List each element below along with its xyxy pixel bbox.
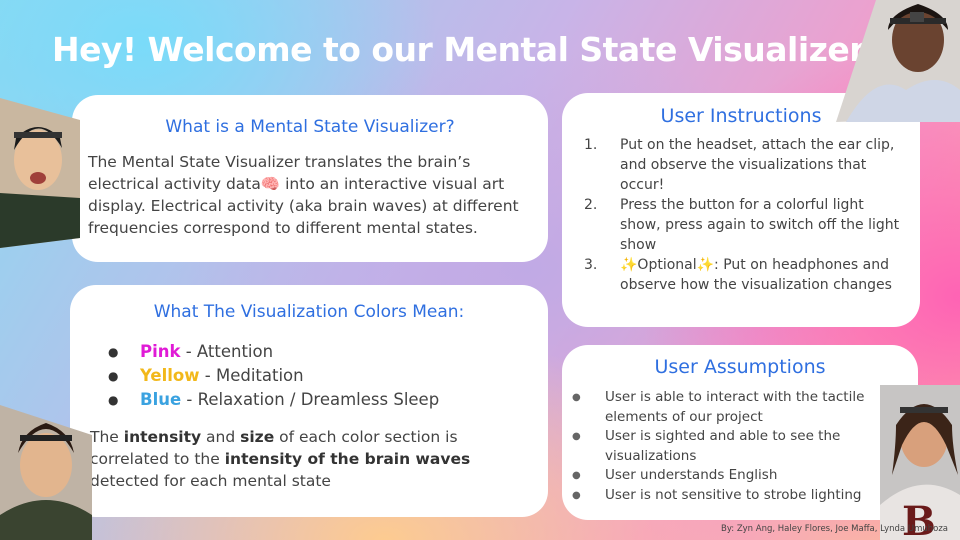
- color-keyword: Yellow: [140, 366, 200, 385]
- desc-bold: intensity of the brain waves: [224, 450, 471, 468]
- desc-text: and: [201, 428, 241, 446]
- assumptions-list: User is able to interact with the tactil…: [562, 388, 918, 505]
- colors-description: The intensity and size of each color sec…: [90, 426, 532, 492]
- color-item-pink: Pink - Attention: [108, 340, 548, 364]
- what-is-body: The Mental State Visualizer translates t…: [88, 153, 519, 237]
- desc-text: detected for each mental state: [90, 472, 331, 490]
- color-meaning: - Attention: [180, 342, 274, 361]
- color-meaning: - Meditation: [199, 366, 304, 385]
- desc-bold: intensity: [123, 428, 202, 446]
- colors-heading: What The Visualization Colors Mean:: [153, 302, 465, 322]
- instruction-number: 3.: [584, 257, 598, 273]
- instruction-item: 2. Press the button for a colorful light …: [562, 195, 920, 255]
- instruction-text: Press the button for a colorful light sh…: [620, 197, 900, 253]
- credits: By: Zyn Ang, Haley Flores, Joe Maffa, Ly…: [721, 524, 948, 534]
- what-is-card: What is a Mental State Visualizer? The M…: [72, 95, 548, 262]
- instruction-text: Put on the headset, attach the ear clip,…: [620, 137, 895, 193]
- assumption-item: User is not sensitive to strobe lighting: [562, 486, 918, 506]
- person-photo-topleft: [0, 98, 80, 248]
- instruction-number: 2.: [584, 197, 598, 213]
- colors-list: Pink - Attention Yellow - Meditation Blu…: [70, 340, 548, 412]
- desc-bold: size: [240, 428, 275, 446]
- person-photo-bottomright: B: [880, 385, 960, 540]
- instruction-item: 1. Put on the headset, attach the ear cli…: [562, 135, 920, 195]
- color-meaning: - Relaxation / Dreamless Sleep: [181, 390, 440, 409]
- person-photo-bottomleft: [0, 405, 92, 540]
- color-keyword: Pink: [140, 342, 181, 361]
- color-item-yellow: Yellow - Meditation: [108, 364, 548, 388]
- instructions-list: 1. Put on the headset, attach the ear cli…: [562, 135, 920, 295]
- assumption-item: User understands English: [562, 466, 918, 486]
- instructions-card: User Instructions 1. Put on the headset, …: [562, 93, 920, 327]
- color-item-blue: Blue - Relaxation / Dreamless Sleep: [108, 388, 548, 412]
- svg-text:B: B: [902, 498, 936, 540]
- desc-text: The: [90, 428, 124, 446]
- page-title: Hey! Welcome to our Mental State Visuali…: [52, 30, 910, 69]
- assumption-item: User is sighted and able to see the visu…: [562, 427, 918, 466]
- instructions-heading: User Instructions: [660, 105, 822, 127]
- color-keyword: Blue: [140, 390, 182, 409]
- instruction-number: 1.: [584, 137, 598, 153]
- person-photo-topright: [836, 0, 960, 122]
- assumptions-card: User Assumptions User is able to interac…: [562, 345, 918, 520]
- assumptions-heading: User Assumptions: [654, 356, 826, 378]
- assumption-item: User is able to interact with the tactil…: [562, 388, 918, 427]
- instruction-item: 3. ✨Optional✨: Put on headphones and obse…: [562, 255, 920, 295]
- desc-text: of each color section is correlated to t…: [90, 428, 458, 468]
- what-is-heading: What is a Mental State Visualizer?: [165, 117, 455, 137]
- colors-card: What The Visualization Colors Mean: Pink…: [70, 285, 548, 517]
- instruction-text: ✨Optional✨: Put on headphones and observ…: [620, 257, 892, 293]
